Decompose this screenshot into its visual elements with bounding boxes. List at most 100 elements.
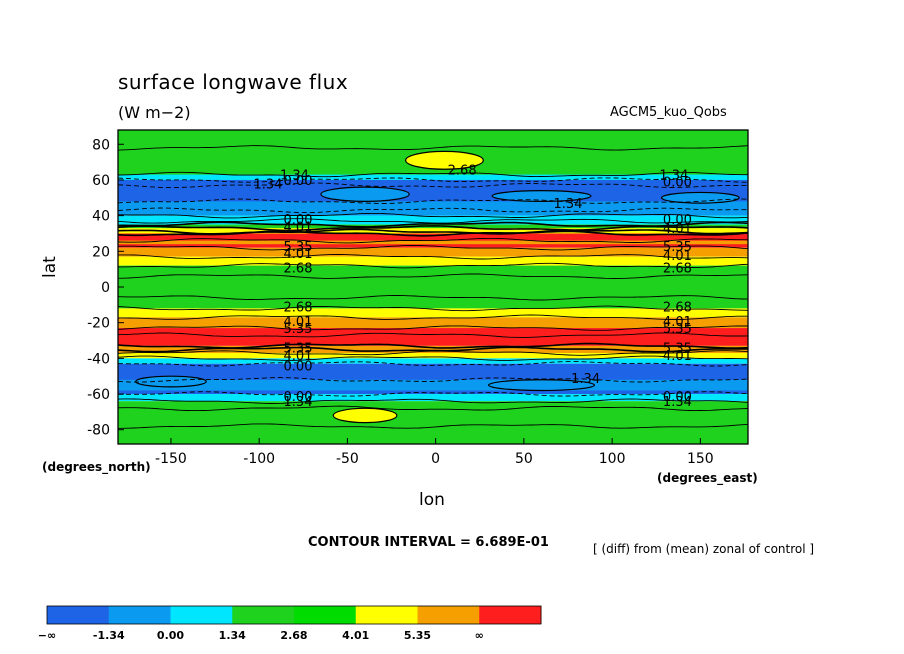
contour-label-20: 2.68 <box>663 301 692 316</box>
x-axis-unit: (degrees_east) <box>657 471 758 485</box>
legend-frame <box>46 605 542 625</box>
legend-label-7: ∞ <box>475 629 484 642</box>
contour-label-31: 0.00 <box>663 390 692 405</box>
contour-label-6: 1.34 <box>554 197 583 212</box>
contour-line-11 <box>117 230 749 237</box>
contour-line-29 <box>117 398 749 404</box>
band-14 <box>118 328 748 346</box>
contour-line-20 <box>117 325 749 331</box>
x-tick-label-3: 0 <box>431 451 440 467</box>
band-19 <box>118 379 748 391</box>
contour-line-4 <box>117 198 749 204</box>
contour-label-23: 5.35 <box>284 342 313 357</box>
legend-swatch-7 <box>479 606 542 624</box>
contour-line-13 <box>117 244 749 251</box>
contour-line-24 <box>117 350 749 356</box>
contour-label-3: 2.68 <box>448 163 477 178</box>
contour-label-28: 1.34 <box>571 372 600 387</box>
legend-swatch-3 <box>232 606 295 624</box>
diff-note: [ (diff) from (mean) zonal of control ] <box>593 542 815 556</box>
contour-line-23 <box>117 346 748 353</box>
x-tick-label-0: -150 <box>155 451 187 467</box>
legend-label-3: 1.34 <box>219 629 246 642</box>
band-9 <box>118 247 748 257</box>
contour-line-30 <box>117 405 749 412</box>
blob-0 <box>405 150 484 170</box>
contour-line-7 <box>117 218 749 224</box>
contour-label-24: 4.01 <box>284 349 313 364</box>
contour-interval: CONTOUR INTERVAL = 6.689E-01 <box>308 535 549 550</box>
legend-swatch-1 <box>108 606 171 624</box>
contour-line-31 <box>117 423 749 429</box>
band-8 <box>118 240 748 245</box>
blob-5 <box>487 379 596 392</box>
band-11 <box>118 265 748 309</box>
blob-3 <box>491 190 592 202</box>
contour-line-17 <box>117 295 749 301</box>
band-20 <box>118 394 748 402</box>
band-4 <box>118 215 748 225</box>
band-17 <box>118 358 748 364</box>
x-tick-label-2: -50 <box>336 451 359 467</box>
contour-label-7: 0.00 <box>284 213 313 228</box>
x-tick-label-5: 100 <box>599 451 626 467</box>
contour-label-19: 5.35 <box>284 322 313 337</box>
contour-line-18 <box>117 305 749 312</box>
y-tick-label-8: -80 <box>87 423 110 439</box>
contour-line-2 <box>117 177 749 183</box>
contour-label-14: 5.35 <box>663 240 692 255</box>
x-tick-label-1: -100 <box>243 451 275 467</box>
legend-swatch-4 <box>294 606 357 624</box>
legend-swatch-6 <box>417 606 480 624</box>
contour-line-5 <box>117 207 748 214</box>
contour-label-30: 1.34 <box>284 395 313 410</box>
contour-line-16 <box>117 273 749 279</box>
contour-label-0: 1.34 <box>280 169 309 184</box>
contour-label-10: 4.01 <box>663 222 692 237</box>
y-tick-label-1: 60 <box>92 173 110 189</box>
contour-label-4: 1.34 <box>659 169 688 184</box>
legend-swatch-5 <box>355 606 418 624</box>
legend-label-5: 4.01 <box>342 629 369 642</box>
contour-label-5: 0.00 <box>663 176 692 191</box>
band-10 <box>118 256 748 266</box>
contour-label-12: 4.01 <box>284 247 313 262</box>
contour-label-8: 4.01 <box>284 220 313 235</box>
legend-label-2: 0.00 <box>157 629 184 642</box>
contour-label-22: 5.35 <box>663 322 692 337</box>
legend-swatch-2 <box>170 606 233 624</box>
contour-line-26 <box>117 361 749 367</box>
contour-label-11: 5.35 <box>284 240 313 255</box>
contour-line-6 <box>117 212 749 219</box>
legend-label-1: -1.34 <box>93 629 125 642</box>
y-tick-label-3: 20 <box>92 244 110 260</box>
contour-label-16: 2.68 <box>663 261 692 276</box>
contour-line-12 <box>117 237 749 244</box>
band-12 <box>118 308 748 318</box>
band-21 <box>118 401 748 444</box>
contour-label-2: 0.00 <box>284 174 313 189</box>
y-tick-label-7: -60 <box>87 387 110 403</box>
blob-6 <box>135 375 207 388</box>
contour-line-9 <box>117 225 749 232</box>
chart-units: (W m−2) <box>118 103 191 122</box>
contour-label-15: 4.01 <box>663 249 692 264</box>
contour-label-13: 2.68 <box>284 261 313 276</box>
contour-line-19 <box>118 314 748 320</box>
legend-swatch-0 <box>47 606 110 624</box>
contour-label-17: 2.68 <box>284 301 313 316</box>
legend-label-0: −∞ <box>38 629 56 642</box>
blob-2 <box>320 186 410 202</box>
contour-label-26: 5.35 <box>663 342 692 357</box>
contour-label-25: 0.00 <box>284 360 313 375</box>
contour-label-21: 4.01 <box>663 315 692 330</box>
band-13 <box>118 317 748 329</box>
contour-label-32: 1.34 <box>663 395 692 410</box>
legend-label-6: 5.35 <box>404 629 431 642</box>
contour-line-14 <box>118 254 749 260</box>
contour-label-1: 1.34 <box>254 178 283 193</box>
legend-label-4: 2.68 <box>280 629 307 642</box>
contour-line-25 <box>117 355 749 361</box>
model-label: AGCM5_kuo_Qobs <box>610 105 727 120</box>
band-6 <box>118 228 748 234</box>
